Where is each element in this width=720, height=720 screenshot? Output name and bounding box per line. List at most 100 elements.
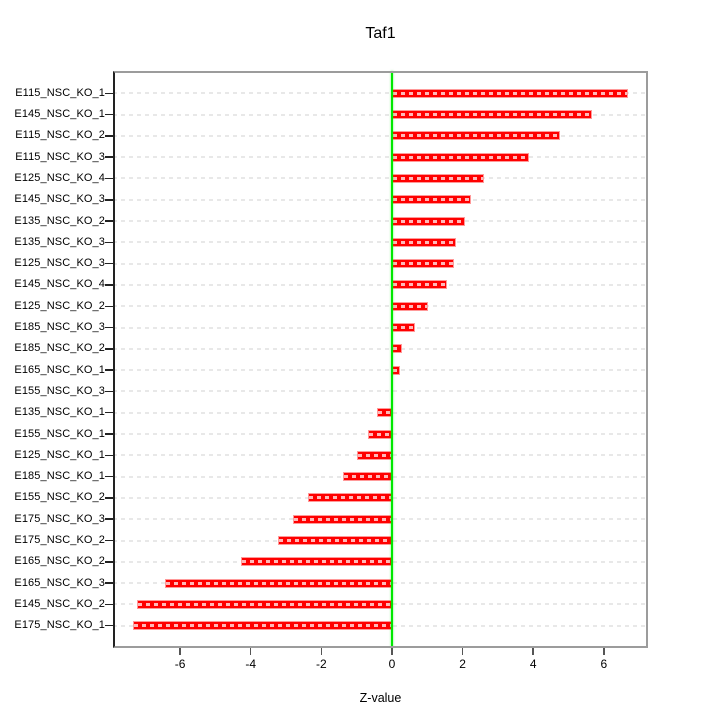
bar-dash-pattern bbox=[392, 113, 592, 117]
grid-line bbox=[113, 262, 648, 265]
y-axis-label: E125_NSC_KO_2 bbox=[14, 299, 105, 312]
bar-dash-pattern bbox=[392, 155, 528, 159]
grid-line bbox=[113, 92, 648, 95]
y-axis-label: E185_NSC_KO_2 bbox=[14, 342, 105, 355]
y-tick bbox=[105, 92, 113, 95]
bar-dash-pattern bbox=[392, 304, 427, 308]
bar-dash-pattern bbox=[358, 453, 391, 457]
y-tick bbox=[105, 561, 113, 563]
y-tick bbox=[105, 199, 113, 201]
y-tick bbox=[105, 475, 113, 478]
bar bbox=[391, 152, 529, 162]
y-tick bbox=[105, 156, 113, 158]
grid-line bbox=[113, 369, 648, 372]
y-axis-label: E135_NSC_KO_2 bbox=[14, 214, 105, 227]
y-axis-label: E135_NSC_KO_3 bbox=[14, 235, 105, 248]
x-tick bbox=[249, 648, 252, 655]
x-tick-label: 2 bbox=[459, 657, 466, 671]
y-tick bbox=[105, 624, 113, 627]
x-tick-label: 0 bbox=[388, 657, 396, 671]
x-tick-label: 4 bbox=[529, 657, 537, 671]
y-tick bbox=[105, 326, 113, 329]
chart-title: Taf1 bbox=[365, 25, 396, 42]
bar bbox=[391, 365, 400, 375]
y-axis-label: E175_NSC_KO_2 bbox=[14, 534, 105, 547]
y-axis-label: E185_NSC_KO_1 bbox=[14, 470, 105, 483]
y-tick bbox=[105, 241, 113, 244]
y-axis-label: E175_NSC_KO_3 bbox=[14, 512, 105, 525]
y-axis-label: E165_NSC_KO_1 bbox=[14, 363, 105, 376]
x-axis-title: Z-value bbox=[359, 691, 402, 705]
bar-dash-pattern bbox=[241, 560, 391, 564]
bar-dash-pattern bbox=[377, 411, 391, 415]
y-axis-label: E115_NSC_KO_1 bbox=[15, 86, 105, 99]
y-tick bbox=[105, 603, 113, 606]
y-tick bbox=[105, 348, 113, 350]
bar-dash-pattern bbox=[392, 368, 399, 372]
bar bbox=[391, 195, 472, 205]
bar bbox=[136, 599, 392, 609]
bar-dash-pattern bbox=[294, 517, 391, 521]
y-axis-label: E175_NSC_KO_1 bbox=[14, 619, 105, 632]
grid-line bbox=[113, 347, 648, 350]
y-tick bbox=[105, 177, 113, 180]
y-tick bbox=[105, 411, 113, 414]
y-tick bbox=[105, 262, 113, 265]
y-axis-label: E125_NSC_KO_4 bbox=[14, 171, 105, 184]
x-tick-label: -4 bbox=[245, 657, 257, 671]
bar bbox=[368, 429, 392, 439]
bar bbox=[357, 450, 392, 460]
grid-line bbox=[113, 134, 648, 137]
bar bbox=[307, 493, 392, 503]
bar bbox=[391, 323, 415, 333]
bar-dash-pattern bbox=[137, 602, 391, 606]
bar bbox=[240, 557, 392, 567]
bar-dash-pattern bbox=[344, 475, 391, 479]
bar-dash-pattern bbox=[392, 91, 628, 95]
bar-dash-pattern bbox=[392, 240, 455, 244]
zero-line bbox=[390, 71, 393, 648]
bar bbox=[391, 110, 593, 120]
y-axis-label: E125_NSC_KO_1 bbox=[14, 448, 105, 461]
y-axis-label: E155_NSC_KO_1 bbox=[14, 427, 105, 440]
y-tick bbox=[105, 582, 113, 584]
bar bbox=[391, 88, 629, 98]
bar-dash-pattern bbox=[278, 539, 391, 543]
bar-dash-pattern bbox=[392, 326, 414, 330]
bar-dash-pattern bbox=[392, 283, 447, 287]
y-tick bbox=[105, 369, 113, 371]
bar-dash-pattern bbox=[392, 134, 560, 138]
bar bbox=[165, 578, 392, 588]
y-axis-label: E155_NSC_KO_2 bbox=[14, 491, 105, 504]
y-tick bbox=[105, 220, 113, 222]
y-axis-label: E185_NSC_KO_3 bbox=[14, 321, 105, 334]
bar-dash-pattern bbox=[369, 432, 391, 436]
y-axis-label: E165_NSC_KO_2 bbox=[14, 555, 105, 568]
grid-line bbox=[113, 156, 648, 159]
grid-line bbox=[113, 220, 648, 223]
x-tick bbox=[603, 648, 605, 655]
bar-dash-pattern bbox=[392, 198, 471, 202]
y-tick bbox=[105, 390, 113, 393]
y-tick bbox=[105, 539, 113, 542]
grid-line bbox=[113, 113, 648, 116]
grid-line bbox=[113, 198, 648, 201]
bar bbox=[376, 408, 392, 418]
grid-line bbox=[113, 241, 648, 244]
y-axis-label: E155_NSC_KO_3 bbox=[14, 384, 105, 397]
bar bbox=[391, 131, 561, 141]
bar bbox=[343, 472, 392, 482]
bar-dash-pattern bbox=[166, 581, 391, 585]
x-tick-label: 6 bbox=[600, 657, 608, 671]
bar-dash-pattern bbox=[308, 496, 391, 500]
bar bbox=[391, 216, 466, 226]
y-tick bbox=[105, 518, 113, 520]
bar bbox=[391, 173, 485, 183]
y-tick bbox=[105, 135, 113, 137]
bar-dash-pattern bbox=[392, 347, 401, 351]
y-axis-label: E115_NSC_KO_2 bbox=[15, 129, 105, 142]
y-axis-label: E125_NSC_KO_3 bbox=[14, 257, 105, 270]
y-axis-label: E165_NSC_KO_3 bbox=[14, 576, 105, 589]
bar bbox=[277, 536, 392, 546]
